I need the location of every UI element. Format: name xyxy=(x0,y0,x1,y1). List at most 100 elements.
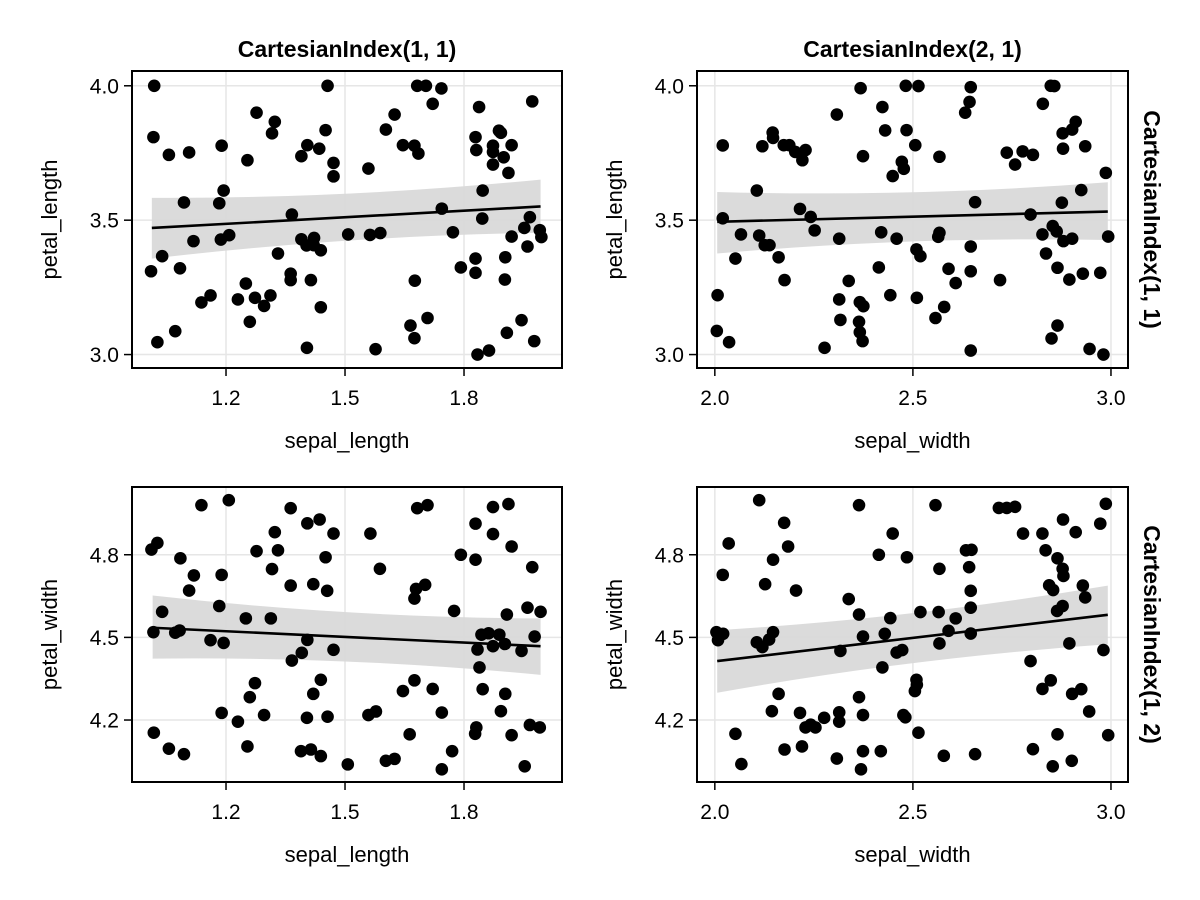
x-tick-label: 2.5 xyxy=(898,801,927,824)
data-point xyxy=(854,81,867,95)
data-point xyxy=(1063,637,1076,650)
data-point xyxy=(396,684,410,698)
data-point xyxy=(493,628,506,641)
y-axis-label: petal_length xyxy=(37,160,62,280)
data-point xyxy=(1045,332,1058,345)
data-point xyxy=(217,636,230,650)
data-point xyxy=(900,550,914,564)
data-point xyxy=(321,79,334,93)
data-point xyxy=(1057,569,1070,583)
data-point xyxy=(476,682,489,696)
data-point xyxy=(284,501,297,515)
y-tick-label: 3.5 xyxy=(90,210,119,233)
x-tick-label: 3.0 xyxy=(1096,801,1125,824)
regression-line xyxy=(717,613,1108,663)
data-point xyxy=(1069,525,1083,539)
x-axis-label: sepal_length xyxy=(285,428,410,453)
data-point xyxy=(241,740,254,753)
data-point xyxy=(144,264,158,278)
data-point xyxy=(832,715,846,728)
data-point xyxy=(830,108,844,121)
data-point xyxy=(239,277,253,290)
data-point xyxy=(830,752,844,765)
data-point xyxy=(321,710,334,724)
data-point xyxy=(1056,513,1070,526)
data-point xyxy=(204,289,217,302)
data-point xyxy=(1000,146,1014,160)
x-tick-label: 1.2 xyxy=(211,387,240,410)
facet-row-label: CartesianIndex(1, 1) xyxy=(1139,110,1165,329)
data-point xyxy=(1046,583,1060,597)
data-point xyxy=(314,243,328,257)
data-point xyxy=(498,687,512,701)
data-point xyxy=(993,273,1007,287)
data-point xyxy=(435,82,448,95)
data-point xyxy=(958,106,972,119)
data-point xyxy=(265,127,279,140)
data-point xyxy=(1046,759,1060,773)
data-point xyxy=(832,293,846,306)
data-point xyxy=(294,744,308,758)
data-point xyxy=(301,633,314,647)
data-point xyxy=(1050,604,1064,618)
data-point xyxy=(929,311,942,325)
scatter-points xyxy=(144,79,548,361)
data-point xyxy=(763,238,776,252)
data-point xyxy=(914,249,927,263)
data-point xyxy=(174,552,187,565)
data-point xyxy=(778,273,791,287)
data-point xyxy=(949,612,962,625)
y-tick-label: 4.2 xyxy=(655,710,684,733)
data-point xyxy=(162,148,176,162)
data-point xyxy=(418,578,432,592)
data-point xyxy=(933,562,946,576)
data-point xyxy=(1051,261,1064,275)
data-point xyxy=(379,123,393,136)
data-point xyxy=(832,232,846,246)
data-point xyxy=(476,184,489,197)
data-point xyxy=(711,288,724,302)
data-point xyxy=(162,742,176,755)
data-point xyxy=(300,341,314,355)
data-point xyxy=(1065,232,1079,246)
data-point xyxy=(856,334,869,348)
data-point xyxy=(854,763,868,776)
data-point xyxy=(899,79,913,93)
data-point xyxy=(1056,142,1070,155)
data-point xyxy=(257,708,271,722)
y-tick-label: 4.8 xyxy=(90,544,119,567)
data-point xyxy=(523,718,537,732)
data-point xyxy=(933,150,946,164)
data-point xyxy=(469,252,482,265)
data-point xyxy=(1039,247,1053,260)
data-point xyxy=(793,706,807,720)
y-tick-label: 3.5 xyxy=(655,210,684,233)
data-point xyxy=(525,95,539,108)
data-point xyxy=(886,169,899,183)
data-point xyxy=(932,605,945,619)
data-point xyxy=(818,341,831,355)
data-point xyxy=(772,250,785,264)
data-point xyxy=(1065,754,1079,768)
panel-1: 1.2 1.5 1.8 3.0 3.5 4.0 sepal_length petal_leng… xyxy=(37,36,563,453)
data-point xyxy=(1051,552,1064,565)
data-point xyxy=(408,592,421,605)
data-point xyxy=(222,493,236,507)
data-point xyxy=(937,749,951,763)
data-point xyxy=(369,705,383,718)
data-point xyxy=(964,601,978,614)
data-point xyxy=(1024,654,1037,668)
data-point xyxy=(374,226,387,240)
data-point xyxy=(369,342,382,356)
data-point xyxy=(1097,348,1110,361)
data-point xyxy=(832,706,846,719)
panel-2: 2.0 2.5 3.0 3.0 3.5 4.0 sepal_width petal_lengt… xyxy=(602,36,1165,453)
data-point xyxy=(756,139,769,153)
data-point xyxy=(173,261,187,275)
data-point xyxy=(215,706,228,720)
data-point xyxy=(968,747,982,761)
data-point xyxy=(1063,273,1076,286)
confidence-band xyxy=(151,179,541,259)
x-axis-label: sepal_length xyxy=(285,842,410,867)
data-point xyxy=(421,498,434,512)
